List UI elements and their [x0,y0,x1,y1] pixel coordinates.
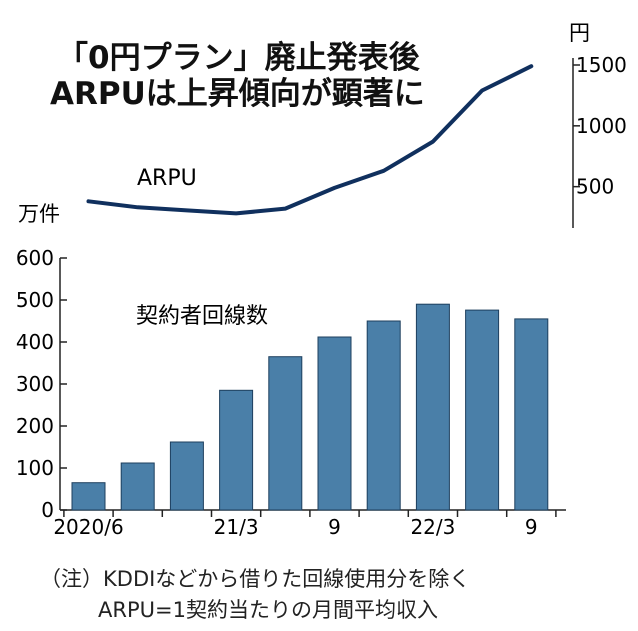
bar [169,441,204,511]
bar [71,482,106,511]
arpu-y-tick-label: 1500 [576,53,627,77]
footnote-line1: （注）KDDIなどから借りた回線使用分を除く [40,567,471,591]
bar [219,389,254,511]
arpu-chart: 500 1000 1500 円 ARPU [86,21,627,228]
bar-y-tick-label: 100 [16,456,54,480]
bar [465,309,500,511]
bar-x-ticks: 2020/6 21/3 9 22/3 9 [53,510,557,539]
bar [514,318,549,511]
bar-x-tick-label: 9 [525,515,538,539]
bar-x-tick-label: 21/3 [214,515,259,539]
bar [317,336,352,511]
chart-title-line1: 「0円プラン」廃止発表後 [57,40,420,76]
bar-y-tick-label: 500 [16,288,54,312]
bar-y-tick-label: 200 [16,414,54,438]
bar-x-tick-label: 22/3 [410,515,455,539]
bar-y-ticks: 0 100 200 300 400 500 600 [16,246,67,522]
arpu-line [86,64,534,216]
bar [268,356,303,511]
bar [120,462,155,511]
bar-series-label: 契約者回線数 [136,304,268,329]
arpu-y-unit: 円 [569,21,590,45]
bar-y-unit: 万件 [18,202,60,226]
bar-y-tick-label: 600 [16,246,54,270]
chart-title-line2: ARPUは上昇傾向が顕著に [50,76,425,112]
bar-x-tick-label: 9 [328,515,341,539]
bar [366,320,401,511]
bar-y-tick-label: 0 [41,498,54,522]
bar-y-tick-label: 300 [16,372,54,396]
arpu-y-ticks: 500 1000 1500 [573,53,627,199]
bar [415,303,450,511]
bar-y-tick-label: 400 [16,330,54,354]
bars [71,303,549,511]
footnote-line2: ARPU=1契約当たりの月間平均収入 [98,598,438,622]
arpu-y-tick-label: 500 [576,175,614,199]
arpu-series-label: ARPU [137,166,197,191]
bar-x-tick-label: 2020/6 [53,515,123,539]
arpu-y-tick-label: 1000 [576,114,627,138]
